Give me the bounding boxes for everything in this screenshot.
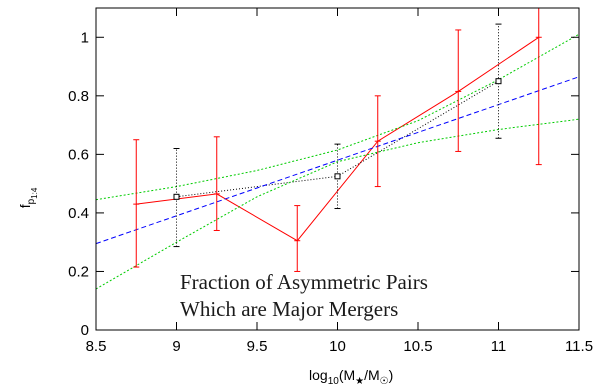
y-label-main: f — [17, 204, 33, 208]
y-tick-label: 0.4 — [68, 205, 89, 222]
x-tick-label: 11.5 — [565, 338, 593, 355]
y-tick-label: 0.2 — [68, 263, 89, 280]
x-tick-label: 9.5 — [247, 338, 268, 355]
annotation-line-1: Fraction of Asymmetric Pairs — [180, 270, 428, 294]
x-tick-label: 10 — [329, 338, 346, 355]
data-point — [173, 193, 180, 200]
series-layer — [95, 33, 580, 290]
red-solid-errorbars-line — [136, 36, 540, 242]
x-label-sub: 10 — [328, 376, 340, 387]
x-label-close: ) — [389, 367, 394, 383]
x-label-main: log — [309, 367, 328, 383]
x-label-star: ★ — [355, 376, 364, 387]
x-tick-label: 11 — [491, 338, 507, 355]
data-point — [495, 78, 502, 85]
x-tick-label: 9 — [172, 338, 180, 355]
x-tick-label: 10.5 — [403, 338, 432, 355]
y-label-sub: p — [26, 198, 37, 204]
x-label-slash: /M — [364, 367, 380, 383]
x-tick-label: 8.5 — [86, 338, 107, 355]
black-dotted-squares-errorbars-line — [176, 80, 499, 198]
y-tick-label: 0 — [81, 322, 89, 339]
y-tick-label: 1 — [81, 29, 89, 46]
annotation-line-2: Which are Major Mergers — [180, 297, 398, 321]
data-point — [334, 173, 341, 180]
marks-layer — [133, 7, 542, 272]
green-dotted-upper-line — [95, 33, 580, 201]
y-tick-label: 0.8 — [68, 88, 89, 105]
x-label-sun: ☉ — [380, 376, 389, 387]
x-label-rest: (M — [339, 367, 355, 383]
green-dotted-lower-line — [95, 118, 580, 290]
x-axis-label: log10(M★/M☉) — [309, 367, 393, 387]
y-label-subsub: 1:4 — [30, 187, 39, 199]
y-tick-label: 0.6 — [68, 146, 89, 163]
y-axis-label: fp1:4 — [17, 187, 39, 208]
ticks-layer: 8.5 9 9.5 10 10.5 11 11.5 0 0.2 0.4 0.6 0.8 1 — [68, 8, 593, 355]
